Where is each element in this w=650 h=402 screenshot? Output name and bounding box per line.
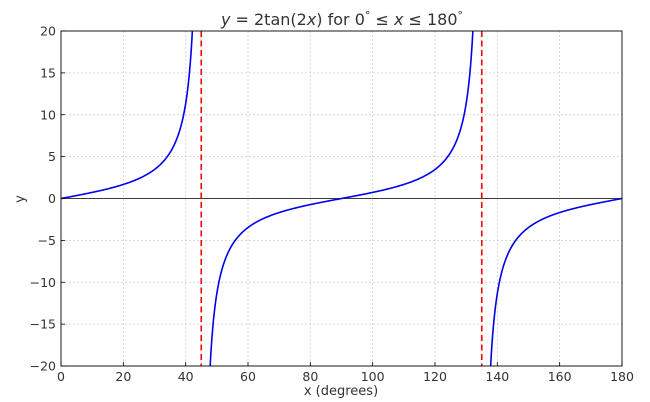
y-tick-label: 5 <box>48 149 56 164</box>
asymptotes <box>200 31 483 366</box>
x-tick-label: 20 <box>115 369 131 384</box>
x-tick-label: 40 <box>178 369 194 384</box>
y-ticks: −20 −15 −10 −5 0 5 10 15 20 <box>30 24 65 374</box>
title-fn: = 2tan(2 <box>230 10 306 29</box>
x-tick-label: 180 <box>610 369 634 384</box>
x-tick-label: 100 <box>361 369 385 384</box>
y-axis-label: y <box>13 195 28 203</box>
curve-branch <box>209 31 474 366</box>
title-var-y: y <box>220 10 231 29</box>
y-tick-label: 20 <box>40 24 56 39</box>
title-var-x2: x <box>393 10 404 29</box>
title-degree-2: ° <box>458 9 464 22</box>
x-tick-label: 0 <box>57 369 65 384</box>
curve-group <box>61 31 622 366</box>
title-leq-2: ≤ 180 <box>403 10 457 29</box>
x-tick-label: 60 <box>240 369 256 384</box>
y-tick-label: 0 <box>48 191 56 206</box>
title-leq-1: ≤ <box>370 10 394 29</box>
title-var-x1: x <box>306 10 317 29</box>
x-tick-label: 160 <box>548 369 572 384</box>
curve-branch <box>61 31 194 200</box>
y-tick-label: −5 <box>38 233 56 248</box>
x-ticks: 0 20 40 60 80 100 120 140 160 180 <box>57 362 634 384</box>
title-range-start: ) for 0 <box>316 10 365 29</box>
chart-title: y = 2tan(2x) for 0° ≤ x ≤ 180° <box>220 9 463 29</box>
y-tick-label: 10 <box>40 107 56 122</box>
x-axis-label: x (degrees) <box>304 384 378 399</box>
x-tick-label: 140 <box>485 369 509 384</box>
y-tick-label: −20 <box>30 359 56 374</box>
y-tick-label: −15 <box>30 317 56 332</box>
y-tick-label: 15 <box>40 65 56 80</box>
x-tick-label: 120 <box>423 369 447 384</box>
curve-branch <box>489 197 622 366</box>
y-tick-label: −10 <box>30 275 56 290</box>
x-tick-label: 80 <box>302 369 318 384</box>
title-degree-1: ° <box>365 9 371 22</box>
